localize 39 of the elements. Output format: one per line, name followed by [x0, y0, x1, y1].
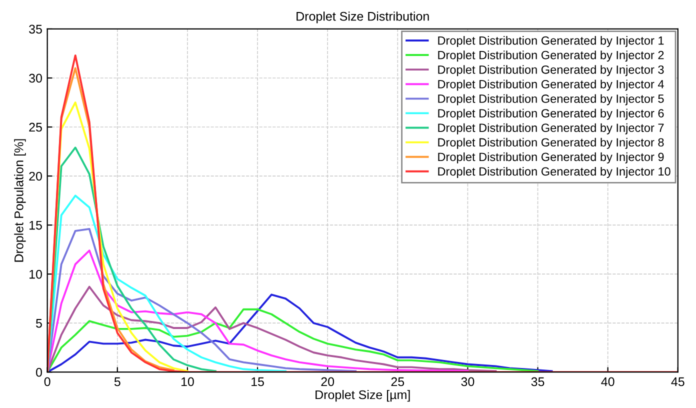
x-axis-title: Droplet Size [µm]	[316, 390, 410, 402]
line-series	[47, 102, 188, 372]
x-tick-label: 10	[181, 377, 194, 386]
legend-label: Droplet Distribution Generated by Injector 5	[438, 94, 664, 106]
x-tick-label: 5	[114, 377, 120, 386]
line-series	[47, 146, 216, 372]
legend-label: Droplet Distribution Generated by Injector 2	[438, 50, 664, 62]
x-tick-label: 20	[321, 377, 334, 386]
x-tick-label: 25	[391, 377, 404, 386]
x-tick-label: 40	[601, 377, 614, 386]
legend-label: Droplet Distribution Generated by Injector 9	[438, 152, 664, 164]
y-tick-label: 35	[29, 24, 42, 34]
line-series	[47, 250, 469, 372]
x-tick-label: 0	[44, 377, 50, 386]
y-tick-label: 15	[30, 220, 42, 230]
y-tick-label: 30	[29, 74, 42, 83]
legend-label: Droplet Distribution Generated by Injector 3	[438, 65, 664, 76]
line-series	[47, 194, 287, 372]
y-axis-title: Droplet Population [%]	[14, 139, 26, 262]
chart-title: Droplet Size Distribution	[296, 12, 429, 24]
y-tick-label: 0	[36, 368, 42, 377]
legend-label: Droplet Distribution Generated by Injector 7	[438, 123, 664, 134]
legend-label: Droplet Distribution Generated by Injector 1	[438, 36, 664, 48]
legend-label: Droplet Distribution Generated by Injector 6	[438, 108, 664, 120]
line-series	[47, 294, 553, 372]
legend-label: Droplet Distribution Generated by Injector 8	[438, 138, 664, 149]
x-tick-label: 35	[531, 377, 544, 386]
line-series	[47, 228, 357, 372]
line-series	[47, 308, 539, 372]
line-series	[47, 286, 497, 372]
y-tick-label: 20	[29, 172, 42, 181]
legend-label: Droplet Distribution Generated by Injector 4	[438, 80, 664, 91]
legend-label: Droplet Distribution Generated by Injector 10	[438, 166, 670, 178]
x-tick-label: 45	[671, 377, 684, 386]
x-tick-label: 15	[252, 377, 264, 386]
y-tick-label: 5	[36, 319, 42, 328]
y-tick-label: 25	[29, 122, 42, 132]
y-tick-label: 10	[30, 270, 42, 279]
x-tick-label: 30	[461, 377, 474, 386]
